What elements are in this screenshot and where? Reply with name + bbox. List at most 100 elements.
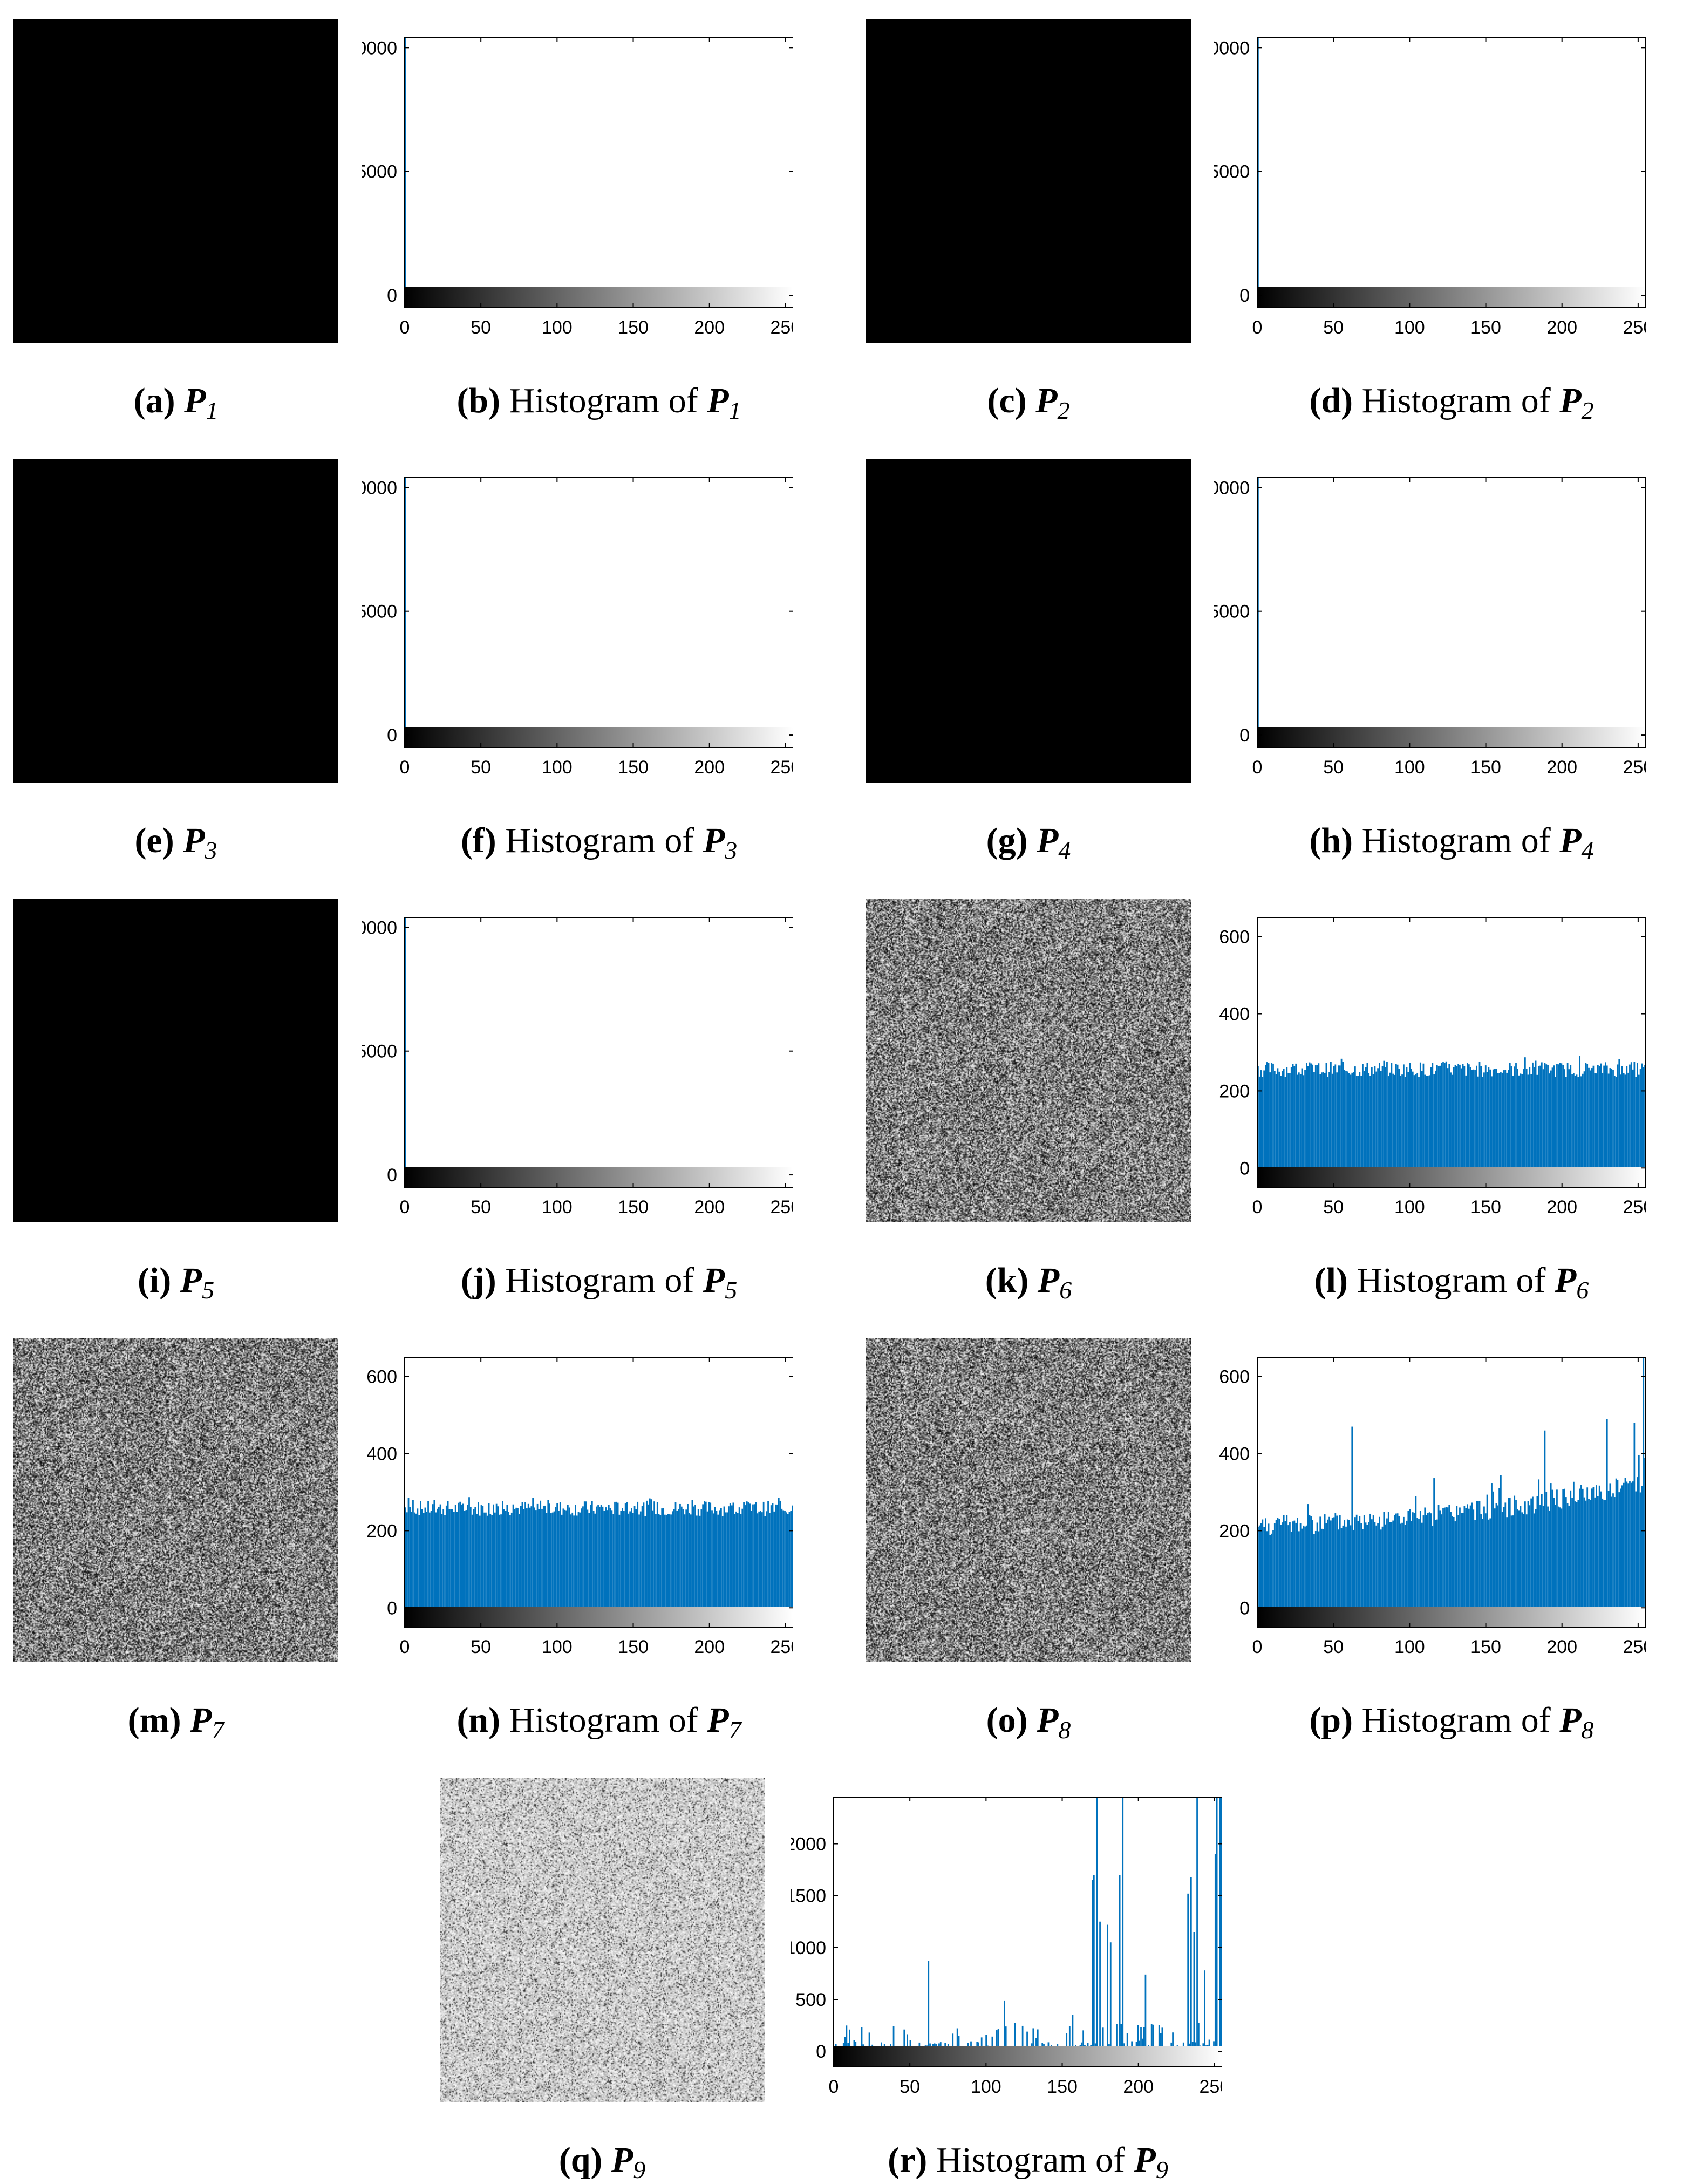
histogram-bar — [1262, 1519, 1264, 1608]
histogram-bar — [608, 1505, 610, 1608]
histogram-bar — [1605, 1500, 1606, 1608]
histogram-bar — [1426, 1515, 1427, 1608]
histogram-bar — [1600, 1063, 1602, 1168]
histogram-bar — [1365, 1522, 1367, 1608]
histogram-bar — [1419, 1511, 1421, 1608]
histogram-bar — [1573, 1073, 1575, 1168]
histogram-bar — [1521, 1074, 1523, 1168]
histogram-bar — [435, 1512, 437, 1608]
histogram-bar — [1406, 1067, 1408, 1168]
histogram-bar — [1506, 1517, 1508, 1608]
histogram-bar — [1102, 2027, 1104, 2052]
histogram-bar — [1442, 1508, 1444, 1608]
histogram-bar — [497, 1506, 499, 1608]
histogram-bar — [1348, 1073, 1350, 1168]
histogram-bar — [628, 1513, 630, 1608]
histogram-bar — [550, 1513, 552, 1608]
histogram-bar — [1525, 1514, 1528, 1608]
histogram-bar — [1277, 1518, 1279, 1608]
x-tick-label: 200 — [1123, 2077, 1154, 2097]
caption-variable: P7 — [707, 1700, 741, 1744]
x-tick-label: 100 — [1394, 317, 1425, 338]
x-tick-label: 50 — [471, 1197, 491, 1217]
histogram-bar — [614, 1501, 616, 1608]
histogram-bar — [1500, 1072, 1502, 1168]
histogram-bar — [577, 1512, 580, 1608]
histogram-bar — [1391, 1522, 1393, 1608]
histogram-bar — [1489, 1518, 1491, 1608]
histogram-bar — [626, 1502, 628, 1608]
image-q — [440, 1778, 765, 2102]
histogram-bars — [405, 1497, 793, 1608]
axes-frame — [404, 477, 793, 748]
histogram-bar — [1413, 1075, 1415, 1168]
histogram-bar — [1643, 1357, 1645, 1608]
image-i — [13, 899, 338, 1222]
histogram-bar — [1412, 1071, 1414, 1168]
histogram-bar — [1190, 1877, 1192, 2052]
caption-variable: P3 — [183, 821, 217, 864]
histogram-bar — [1457, 1064, 1460, 1168]
histogram-bar — [1582, 1073, 1584, 1168]
histogram-bar — [1350, 1525, 1352, 1608]
histogram-bar — [486, 1515, 488, 1608]
histogram-bar — [1401, 1074, 1403, 1168]
histogram-bar — [1309, 1062, 1311, 1168]
histogram-bar — [1314, 1065, 1317, 1168]
histogram-bar — [624, 1503, 626, 1608]
histogram-bar — [655, 1514, 657, 1608]
histogram-bar — [1562, 1065, 1564, 1168]
histogram-bar — [541, 1508, 543, 1608]
histogram-bar — [1565, 1077, 1567, 1168]
histogram-bar — [996, 2030, 998, 2052]
histogram-bar — [1591, 1068, 1593, 1168]
histogram-bar — [409, 1507, 411, 1608]
histogram-bar — [687, 1504, 689, 1608]
histogram-bar — [1346, 1071, 1348, 1168]
histogram-bar — [1309, 1515, 1311, 1608]
caption-letter: (r) — [888, 2140, 928, 2180]
histogram-bar — [743, 1502, 745, 1608]
histogram-caption-d: (d) Histogram of P2 — [1246, 380, 1657, 425]
histogram-bar — [1588, 1067, 1590, 1168]
caption-subscript: 4 — [1581, 836, 1594, 864]
image-g — [866, 459, 1191, 783]
histogram-bar — [1339, 1065, 1341, 1168]
x-tick-label: 0 — [1252, 317, 1263, 338]
histogram-bar — [1325, 1523, 1327, 1608]
histogram-bar — [1482, 1077, 1484, 1168]
caption-variable: P6 — [1555, 1261, 1589, 1304]
histogram-bar — [450, 1509, 452, 1608]
histogram-bar — [1324, 1514, 1326, 1608]
histogram-bar — [1219, 1797, 1221, 2052]
histogram-bar — [1460, 1068, 1462, 1168]
histogram-bar — [734, 1514, 736, 1608]
histogram-bar — [1353, 1529, 1354, 1608]
histogram-bar — [991, 2036, 993, 2052]
histogram-chart: 0 200 400 600 0 50 100 150 200 250 — [1219, 1357, 1646, 1657]
histogram-bar — [1372, 1515, 1374, 1608]
histogram-bar — [1424, 1074, 1426, 1168]
image-caption-k: (k) P6 — [823, 1260, 1234, 1304]
histogram-bar — [1312, 1064, 1314, 1168]
histogram-bar — [673, 1509, 675, 1608]
histogram-bar — [1392, 1073, 1394, 1168]
histogram-bar — [1278, 1519, 1280, 1608]
histogram-bar — [952, 2033, 954, 2052]
histogram-bar — [1594, 1497, 1596, 1608]
histogram-bar — [1005, 2026, 1007, 2052]
histogram-bar — [1277, 1068, 1279, 1168]
histogram-bar — [767, 1501, 769, 1608]
histogram-bar — [1344, 1520, 1346, 1608]
histogram-bar — [1321, 1528, 1323, 1608]
histogram-bar — [1478, 1062, 1481, 1168]
histogram-bar — [540, 1500, 542, 1608]
histogram-bar — [652, 1510, 654, 1608]
histogram-bar — [1416, 1518, 1419, 1608]
histogram-bar — [622, 1508, 623, 1608]
histogram-bar — [788, 1512, 791, 1608]
histogram-bar — [1312, 1520, 1314, 1608]
histogram-bar — [1454, 1065, 1456, 1168]
histogram-bars — [1257, 1357, 1646, 1608]
histogram-bar — [1298, 1531, 1300, 1608]
